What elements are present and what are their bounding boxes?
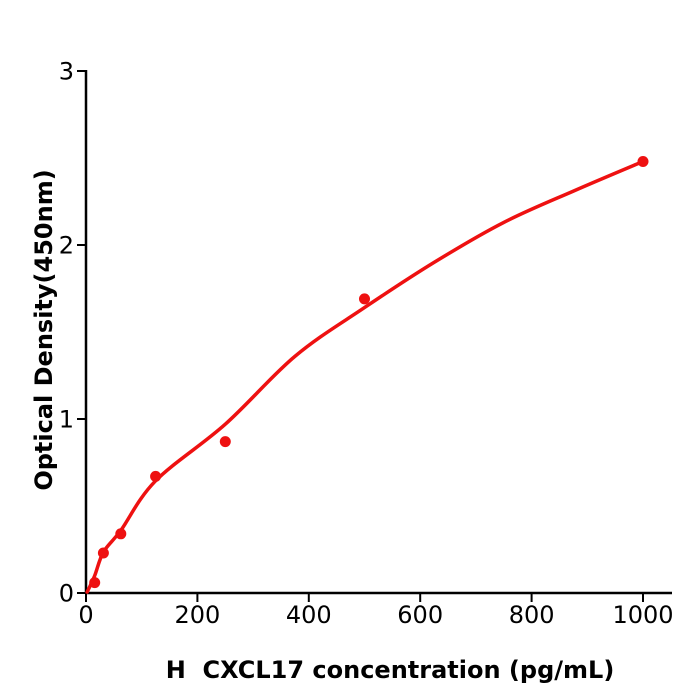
x-tick-label: 200: [174, 601, 220, 629]
data-point: [115, 528, 127, 540]
data-point: [637, 156, 649, 167]
fit-curve-path: [85, 159, 645, 594]
fit-curve: [85, 159, 645, 594]
x-tick-label: 600: [397, 601, 443, 629]
axis-ticks: 0 200 400 600 800 1000 0 1 2 3: [59, 58, 674, 630]
y-axis-title: Optical Density(450nm): [30, 169, 58, 490]
x-tick-label: 0: [78, 601, 93, 629]
y-tick-label: 1: [59, 406, 74, 434]
y-tick-label: 3: [59, 58, 74, 86]
x-tick-label: 800: [509, 601, 555, 629]
plot-axes: [84, 70, 672, 595]
data-point: [89, 577, 101, 589]
y-tick-label: 0: [59, 580, 74, 608]
y-tick-label: 2: [59, 232, 74, 260]
data-points: [89, 156, 649, 589]
x-tick-label: 400: [286, 601, 332, 629]
x-axis-title: H CXCL17 concentration (pg/mL): [166, 656, 615, 684]
x-tick-label: 1000: [612, 601, 673, 629]
data-point: [97, 547, 109, 559]
data-point: [359, 293, 370, 305]
data-point: [219, 436, 231, 448]
data-point: [150, 470, 162, 482]
